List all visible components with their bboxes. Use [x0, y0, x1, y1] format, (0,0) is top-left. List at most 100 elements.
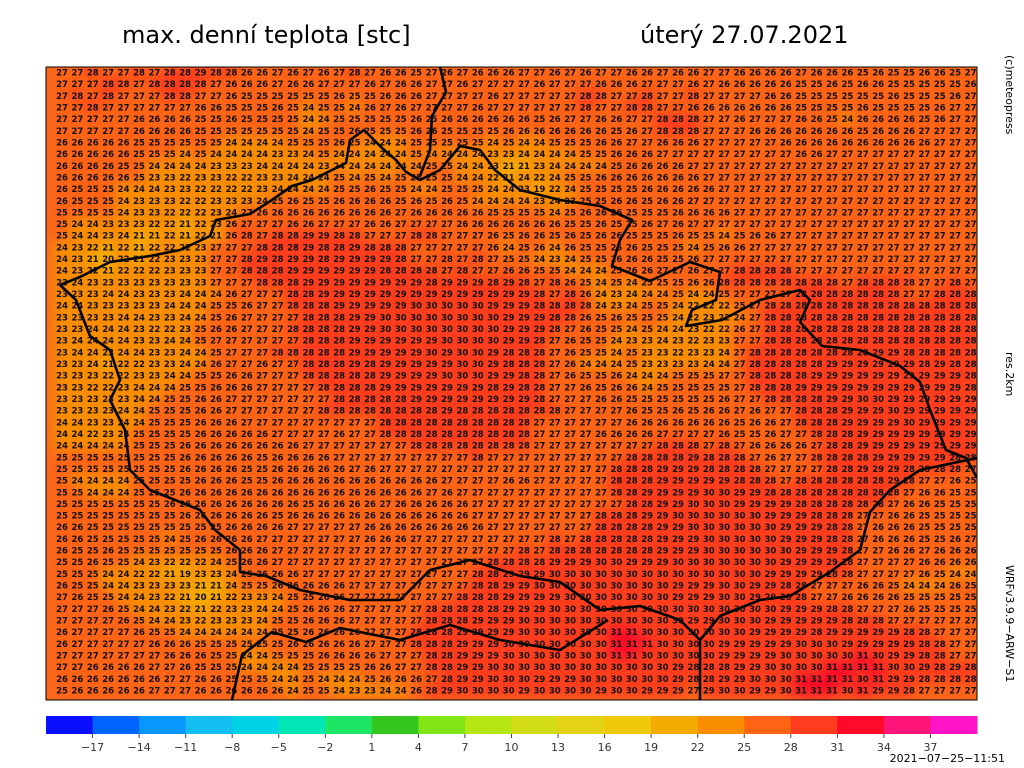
cell-value: 28 [256, 278, 268, 288]
cell-value: 28 [934, 302, 946, 312]
cell-value: 25 [826, 115, 838, 125]
cell-value: 28 [318, 360, 330, 370]
cell-value: 26 [595, 115, 607, 125]
cell-value: 27 [456, 69, 468, 79]
cell-value: 26 [179, 127, 191, 137]
cell-value: 28 [826, 290, 838, 300]
cell-value: 22 [687, 337, 699, 347]
cell-value: 27 [826, 162, 838, 172]
cell-value: 28 [857, 337, 869, 347]
cell-value: 26 [580, 290, 592, 300]
cell-value: 27 [241, 395, 253, 405]
cell-value: 25 [56, 208, 68, 218]
cell-value: 28 [349, 372, 361, 382]
cell-value: 29 [518, 325, 530, 335]
cell-value: 28 [965, 313, 977, 323]
cell-value: 26 [410, 208, 422, 218]
cell-value: 28 [918, 337, 930, 347]
cell-value: 28 [826, 302, 838, 312]
cell-value: 27 [749, 150, 761, 160]
cell-value: 23 [71, 383, 83, 393]
cell-value: 30 [456, 372, 468, 382]
cell-value: 29 [333, 267, 345, 277]
cell-value: 27 [518, 103, 530, 113]
cell-value: 25 [918, 80, 930, 90]
cell-value: 26 [395, 69, 407, 79]
cell-value: 25 [595, 243, 607, 253]
cell-value: 27 [318, 80, 330, 90]
field-cell [469, 67, 487, 80]
cell-value: 28 [472, 255, 484, 265]
field-cell [392, 67, 410, 80]
cell-value: 24 [426, 150, 438, 160]
cell-value: 28 [518, 348, 530, 358]
cell-value: 27 [949, 243, 961, 253]
cell-value: 26 [687, 208, 699, 218]
cell-value: 28 [533, 360, 545, 370]
cell-value: 24 [364, 138, 376, 148]
cell-value: 27 [272, 302, 284, 312]
cell-value: 23 [71, 290, 83, 300]
cell-value: 27 [857, 150, 869, 160]
cell-value: 26 [333, 138, 345, 148]
cell-value: 27 [71, 115, 83, 125]
cell-value: 27 [256, 383, 268, 393]
cell-value: 27 [749, 255, 761, 265]
cell-value: 27 [764, 150, 776, 160]
cell-value: 22 [87, 383, 99, 393]
cell-value: 26 [564, 127, 576, 137]
cell-value: 28 [302, 325, 314, 335]
cell-value: 25 [379, 185, 391, 195]
cell-value: 25 [287, 127, 299, 137]
cell-value: 29 [811, 372, 823, 382]
cell-value: 27 [410, 220, 422, 230]
cell-value: 23 [210, 220, 222, 230]
cell-value: 29 [318, 290, 330, 300]
cell-value: 27 [965, 103, 977, 113]
cell-value: 26 [687, 69, 699, 79]
cell-value: 27 [811, 162, 823, 172]
cell-value: 27 [318, 220, 330, 230]
cell-value: 27 [641, 138, 653, 148]
cell-value: 29 [872, 348, 884, 358]
cell-value: 22 [148, 220, 160, 230]
cell-value: 26 [503, 115, 515, 125]
cell-value: 27 [272, 337, 284, 347]
cell-value: 26 [102, 162, 114, 172]
cell-value: 25 [641, 325, 653, 335]
cell-value: 27 [826, 208, 838, 218]
cell-value: 27 [764, 220, 776, 230]
cell-value: 25 [148, 150, 160, 160]
cell-value: 23 [272, 150, 284, 160]
cell-value: 26 [934, 103, 946, 113]
cell-value: 24 [503, 243, 515, 253]
cell-value: 25 [148, 138, 160, 148]
cell-value: 23 [210, 162, 222, 172]
cell-value: 24 [195, 162, 207, 172]
cell-value: 29 [503, 395, 515, 405]
cell-value: 26 [472, 69, 484, 79]
cell-value: 27 [718, 69, 730, 79]
cell-value: 23 [487, 162, 499, 172]
cell-value: 25 [672, 372, 684, 382]
cell-value: 21 [133, 243, 145, 253]
cell-value: 29 [487, 395, 499, 405]
cell-value: 25 [918, 92, 930, 102]
cell-value: 24 [133, 395, 145, 405]
cell-value: 25 [918, 103, 930, 113]
cell-value: 27 [426, 69, 438, 79]
cell-value: 23 [102, 220, 114, 230]
cell-value: 25 [210, 115, 222, 125]
cell-value: 27 [272, 290, 284, 300]
cell-value: 29 [811, 383, 823, 393]
cell-value: 22 [133, 267, 145, 277]
cell-value: 27 [888, 173, 900, 183]
cell-value: 24 [195, 360, 207, 370]
cell-value: 22 [533, 173, 545, 183]
cell-value: 27 [549, 372, 561, 382]
cell-value: 25 [333, 185, 345, 195]
cell-value: 26 [349, 127, 361, 137]
cell-value: 27 [857, 232, 869, 242]
cell-value: 26 [595, 208, 607, 218]
cell-value: 28 [749, 372, 761, 382]
